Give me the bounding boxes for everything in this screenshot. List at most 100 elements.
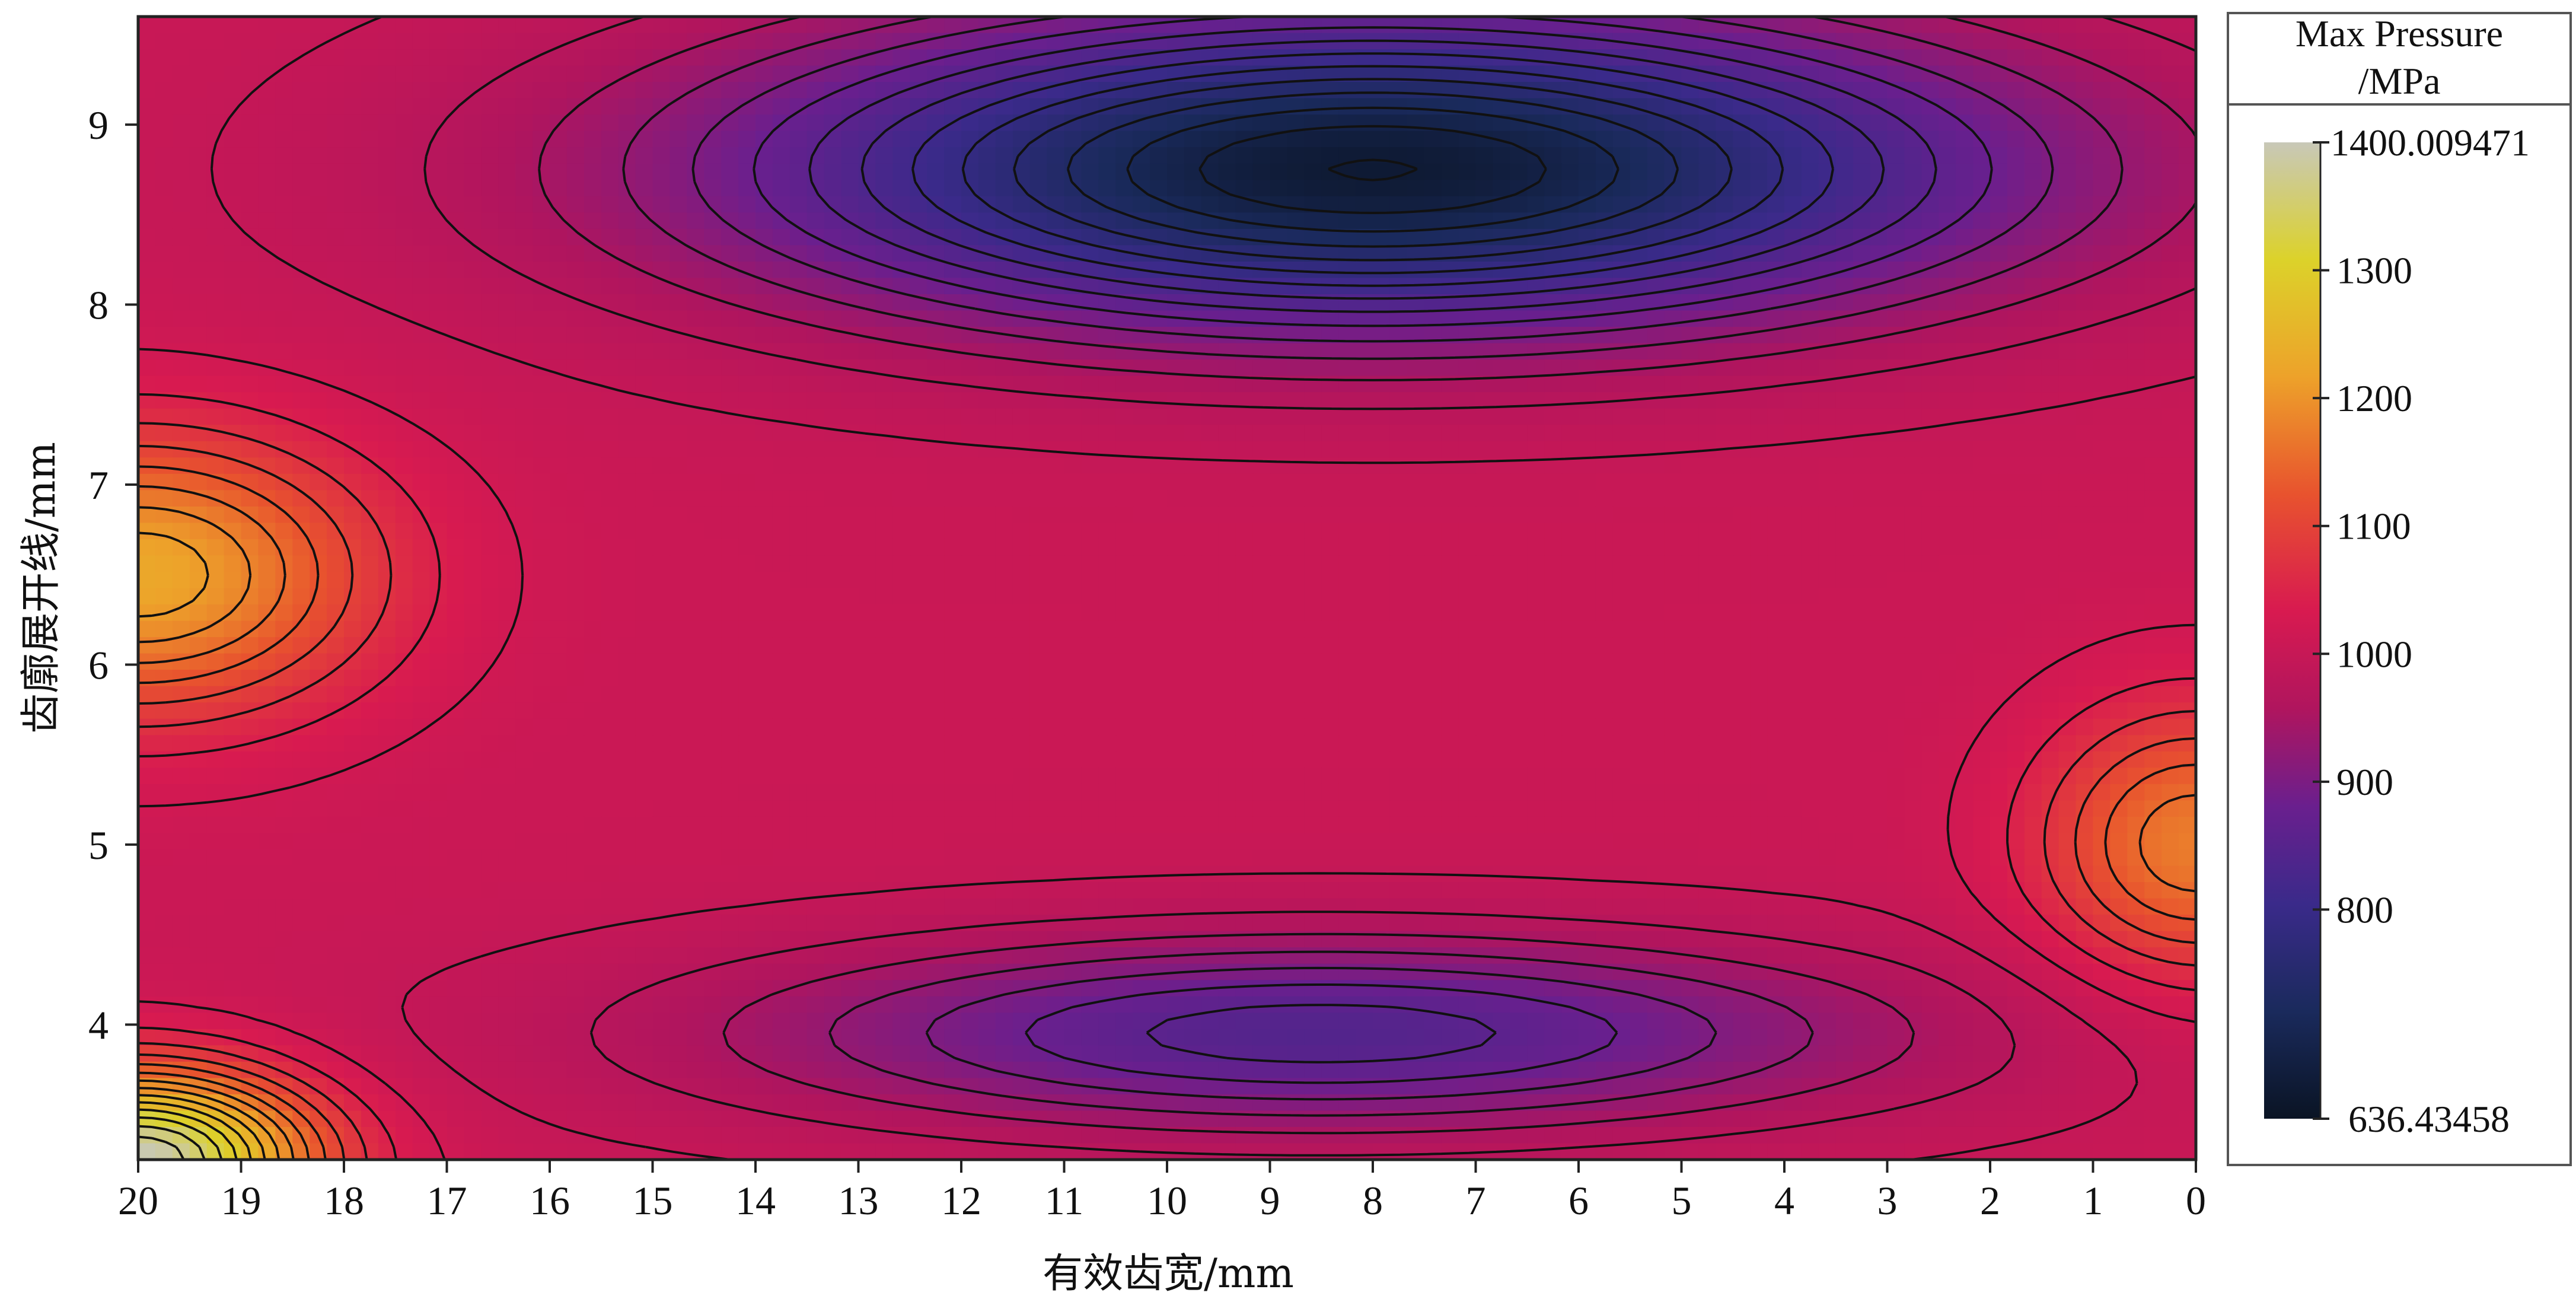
heatmap-cell xyxy=(395,180,413,197)
heatmap-cell xyxy=(858,408,876,426)
heatmap-cell xyxy=(1373,555,1391,572)
heatmap-cell xyxy=(155,163,173,181)
heatmap-cell xyxy=(447,392,465,409)
heatmap-cell xyxy=(995,670,1013,687)
heatmap-cell xyxy=(995,686,1013,703)
heatmap-cell xyxy=(1304,523,1322,540)
heatmap-cell xyxy=(206,147,225,164)
heatmap-cell xyxy=(1921,375,1940,393)
heatmap-cell xyxy=(1579,310,1596,327)
heatmap-cell xyxy=(1098,457,1117,475)
heatmap-cell xyxy=(292,327,311,344)
heatmap-cell xyxy=(464,572,482,589)
heatmap-cell xyxy=(1098,506,1117,524)
heatmap-cell xyxy=(378,82,396,99)
heatmap-cell xyxy=(1595,604,1614,622)
heatmap-cell xyxy=(944,457,962,475)
heatmap-cell xyxy=(2110,457,2128,475)
heatmap-cell xyxy=(1544,375,1563,393)
heatmap-cell xyxy=(189,17,208,34)
heatmap-cell xyxy=(1304,261,1322,279)
heatmap-cell xyxy=(1939,604,1957,622)
heatmap-cell xyxy=(1973,588,1991,605)
heatmap-cell xyxy=(1373,294,1391,311)
heatmap-cell xyxy=(429,163,448,181)
heatmap-cell xyxy=(2110,327,2128,344)
heatmap-cell xyxy=(498,473,517,491)
heatmap-cell xyxy=(1047,670,1065,687)
heatmap-cell xyxy=(1235,473,1254,491)
heatmap-cell xyxy=(892,343,911,361)
heatmap-cell xyxy=(584,572,602,589)
heatmap-cell xyxy=(892,17,911,34)
heatmap-cell xyxy=(961,588,979,605)
heatmap-cell xyxy=(1612,506,1631,524)
heatmap-cell xyxy=(652,212,671,230)
heatmap-cell xyxy=(1956,33,1974,50)
heatmap-cell xyxy=(858,670,876,687)
heatmap-cell xyxy=(1441,425,1459,442)
heatmap-cell xyxy=(395,228,413,246)
heatmap-cell xyxy=(2144,65,2163,83)
heatmap-cell xyxy=(1441,670,1459,687)
heatmap-cell xyxy=(1424,228,1442,246)
heatmap-cell xyxy=(669,294,688,311)
heatmap-cell xyxy=(429,457,448,475)
heatmap-cell xyxy=(961,555,979,572)
heatmap-cell xyxy=(2076,228,2094,246)
heatmap-cell xyxy=(652,408,671,426)
heatmap-cell xyxy=(1510,588,1528,605)
heatmap-cell xyxy=(669,180,688,197)
heatmap-cell xyxy=(2110,670,2128,687)
heatmap-cell xyxy=(1133,653,1151,671)
heatmap-cell xyxy=(1389,180,1408,197)
heatmap-cell xyxy=(1407,392,1425,409)
heatmap-cell xyxy=(755,539,773,556)
heatmap-cell xyxy=(875,473,894,491)
heatmap-cell xyxy=(1321,637,1340,654)
heatmap-cell xyxy=(206,261,225,279)
heatmap-cell xyxy=(2007,65,2025,83)
heatmap-cell xyxy=(447,278,465,295)
heatmap-cell xyxy=(1218,114,1236,132)
heatmap-cell xyxy=(1939,457,1957,475)
heatmap-cell xyxy=(652,588,671,605)
heatmap-cell xyxy=(704,180,722,197)
heatmap-cell xyxy=(2179,555,2196,572)
heatmap-cell xyxy=(1304,147,1322,164)
heatmap-cell xyxy=(738,457,756,475)
heatmap-cell xyxy=(1939,473,1957,491)
heatmap-cell xyxy=(2144,212,2163,230)
heatmap-cell xyxy=(1818,114,1837,132)
heatmap-cell xyxy=(927,620,945,638)
heatmap-cell xyxy=(652,637,671,654)
heatmap-cell xyxy=(429,49,448,66)
heatmap-cell xyxy=(2179,523,2196,540)
heatmap-cell xyxy=(378,228,396,246)
heatmap-cell xyxy=(652,17,671,34)
heatmap-cell xyxy=(910,620,928,638)
heatmap-cell xyxy=(858,196,876,214)
heatmap-cell xyxy=(1921,457,1940,475)
heatmap-cell xyxy=(2007,49,2025,66)
heatmap-cell xyxy=(1544,572,1563,589)
heatmap-cell xyxy=(1990,163,2008,181)
heatmap-cell xyxy=(1630,180,1648,197)
heatmap-cell xyxy=(704,506,722,524)
heatmap-cell xyxy=(1252,147,1271,164)
heatmap-cell xyxy=(618,506,636,524)
heatmap-cell xyxy=(1150,212,1168,230)
heatmap-cell xyxy=(687,212,705,230)
heatmap-cell xyxy=(1098,180,1117,197)
heatmap-cell xyxy=(327,392,345,409)
heatmap-cell xyxy=(189,375,208,393)
heatmap-cell xyxy=(910,572,928,589)
heatmap-cell xyxy=(447,65,465,83)
heatmap-cell xyxy=(1029,523,1048,540)
heatmap-cell xyxy=(1064,343,1082,361)
heatmap-cell xyxy=(1356,653,1373,671)
heatmap-cell xyxy=(1647,327,1665,344)
heatmap-cell xyxy=(1218,343,1236,361)
heatmap-cell xyxy=(1664,473,1682,491)
heatmap-cell xyxy=(1115,343,1134,361)
